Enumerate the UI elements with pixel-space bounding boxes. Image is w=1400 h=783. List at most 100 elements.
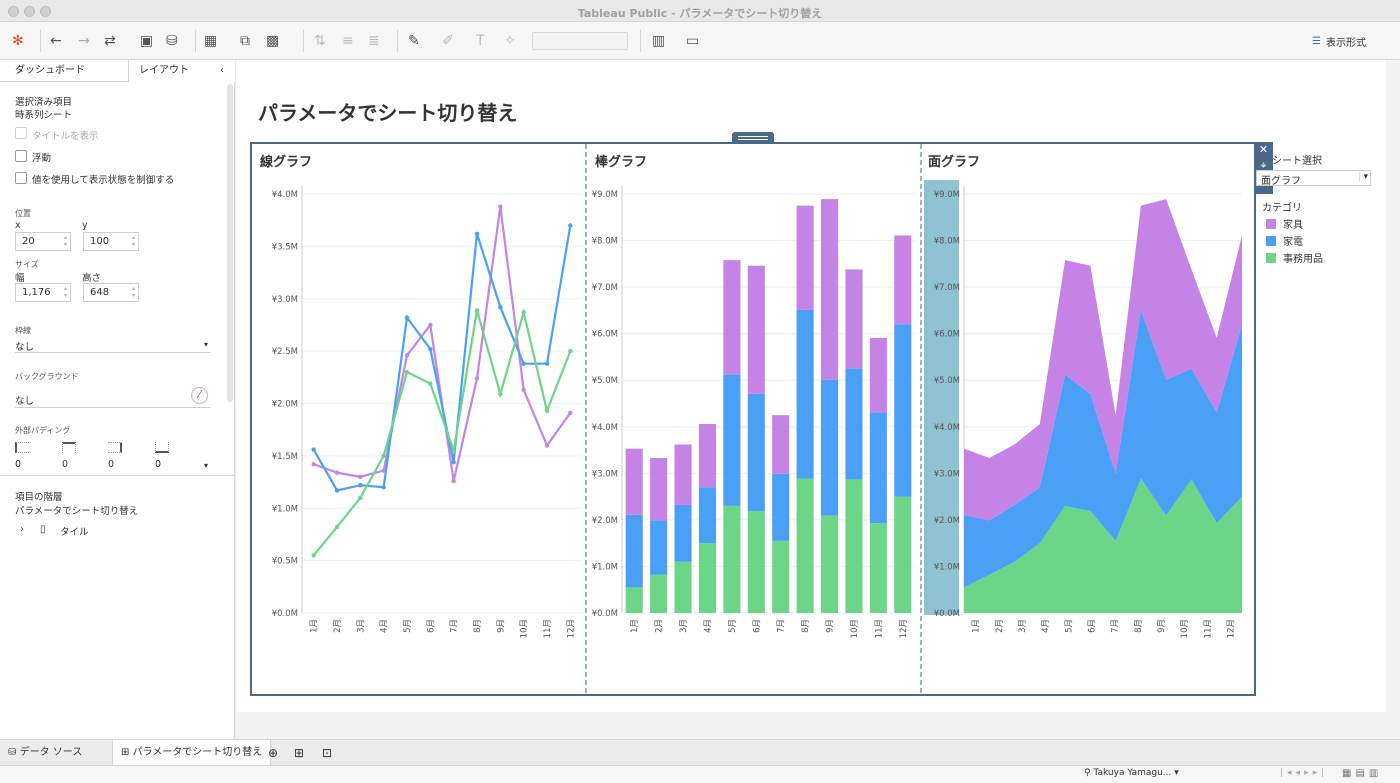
padding-bottom-value[interactable]: 0 — [155, 459, 162, 470]
axis-selection-highlight — [924, 180, 959, 615]
x-label: x — [15, 220, 21, 231]
height-label: 高さ — [82, 273, 102, 284]
x-tick-label: 12月 — [1226, 619, 1236, 638]
expand-chevron-icon[interactable]: › — [20, 524, 24, 535]
drag-handle[interactable] — [732, 132, 774, 142]
minimize-window-button[interactable] — [24, 6, 35, 17]
y-tick-label: ¥2.0M — [934, 516, 960, 526]
legend-item[interactable]: 家具 — [1266, 216, 1303, 231]
background-color-icon[interactable]: ⁄ — [191, 387, 208, 404]
pane-scrollbar[interactable] — [227, 84, 233, 402]
sort-descending-icon[interactable]: ≣ — [368, 33, 380, 49]
border-dropdown-icon[interactable]: ▾ — [204, 340, 209, 349]
control-visibility-checkbox[interactable] — [15, 172, 27, 184]
data-point — [544, 408, 550, 414]
new-worksheet-tab-icon[interactable]: ⊕ — [268, 746, 279, 760]
y-tick-label: ¥2.0M — [592, 516, 618, 526]
swap-rows-columns-icon[interactable]: ⇅ — [314, 33, 326, 49]
bar-segment — [723, 505, 741, 613]
floating-checkbox[interactable] — [15, 150, 27, 162]
bar-segment — [869, 523, 887, 613]
border-value[interactable]: なし — [15, 342, 35, 353]
zoom-window-button[interactable] — [40, 6, 51, 17]
y-input[interactable]: 100 — [83, 232, 139, 251]
legend-title: カテゴリ — [1262, 203, 1302, 214]
background-value[interactable]: なし — [15, 396, 35, 407]
save-icon[interactable]: ▣ — [140, 33, 154, 49]
data-point — [451, 459, 456, 465]
x-tick-label: 7月 — [777, 619, 787, 633]
labels-icon[interactable]: T — [476, 33, 485, 49]
tab-dashboard-sheet-label: パラメータでシート切り替え — [132, 747, 263, 758]
database-icon: ⛁ — [8, 747, 17, 758]
parameter-dropdown[interactable]: 面グラフ — [1256, 170, 1371, 187]
tab-data-source[interactable]: ⛁ データ ソース — [8, 740, 82, 766]
series-line — [312, 225, 572, 492]
data-point — [521, 387, 526, 393]
data-point — [334, 470, 340, 475]
selected-container[interactable] — [250, 142, 1256, 696]
legend-item[interactable]: 事務用品 — [1266, 250, 1323, 265]
padding-top-value[interactable]: 0 — [62, 459, 69, 470]
show-cards-icon[interactable]: ▥ — [652, 33, 666, 49]
swap-icon[interactable]: ⇄ — [104, 33, 116, 49]
bar-segment — [796, 205, 814, 310]
padding-dropdown-icon[interactable]: ▾ — [204, 461, 209, 470]
new-story-tab-icon[interactable]: ⊡ — [322, 746, 333, 760]
close-window-button[interactable] — [8, 6, 19, 17]
user-menu[interactable]: ⚲ Takuya Yamagu... ▾ — [1084, 768, 1179, 778]
highlight-icon[interactable]: ✎ — [408, 33, 420, 49]
bar-segment — [869, 412, 887, 524]
bar-segment — [772, 540, 790, 613]
group-icon[interactable]: ✐ — [442, 33, 454, 49]
data-point — [451, 448, 456, 453]
width-input[interactable]: 1,176 — [15, 283, 71, 302]
view-mode-icons[interactable]: ▦▤▥ — [1342, 768, 1383, 779]
pin-icon[interactable]: ⌖ — [1260, 159, 1267, 172]
bar-segment — [674, 444, 692, 505]
collapse-pane-icon[interactable]: ‹ — [220, 65, 224, 76]
chart-panel: 線グラフ ¥0.0M ¥0.5M ¥1.0M ¥1.5M ¥2.0M ¥2.5M ¥3.0M ¥… — [260, 154, 582, 638]
x-input[interactable]: 20 — [15, 232, 71, 251]
remove-icon[interactable]: ✕ — [1258, 143, 1269, 156]
height-input[interactable]: 648 — [83, 283, 139, 302]
add-datasource-icon[interactable]: ⛁ — [166, 33, 178, 49]
bar-segment — [723, 260, 741, 375]
y-tick-label: ¥5.0M — [934, 376, 960, 386]
legend-swatch — [1266, 252, 1276, 263]
data-point — [474, 231, 480, 237]
duplicate-sheet-icon[interactable]: ⧉ — [240, 33, 250, 49]
redo-icon[interactable]: → — [78, 33, 90, 49]
show-title-checkbox[interactable] — [15, 127, 27, 139]
hierarchy-root[interactable]: パラメータでシート切り替え — [15, 506, 139, 517]
sheet-tabs-bar: ⛁ データ ソース ⊞ パラメータでシート切り替え ⊕ ⊞ ⊡ — [0, 739, 1400, 766]
y-tick-label: ¥1.5M — [272, 452, 298, 462]
show-title-label: タイトルを表示 — [32, 131, 99, 142]
fit-dropdown[interactable] — [532, 32, 628, 50]
new-dashboard-tab-icon[interactable]: ⊞ — [294, 746, 305, 760]
clear-sheet-icon[interactable]: ▩ — [266, 33, 280, 49]
undo-icon[interactable]: ← — [50, 33, 62, 49]
tab-layout[interactable]: レイアウト — [128, 60, 235, 82]
sheet-navigation-icons[interactable]: |◂◂▸▸| — [1280, 768, 1329, 778]
hierarchy-child[interactable]: タイル — [60, 527, 89, 538]
presentation-mode-icon[interactable]: ▭ — [686, 33, 700, 49]
bar-segment — [869, 337, 887, 413]
show-me-button[interactable]: ☰ 表示形式 — [1312, 34, 1366, 49]
pin-icon[interactable]: ✧ — [504, 33, 516, 49]
padding-bottom-icon — [155, 442, 169, 453]
padding-right-value[interactable]: 0 — [108, 459, 115, 470]
sort-ascending-icon[interactable]: ≡ — [342, 33, 354, 49]
new-worksheet-icon[interactable]: ▦ — [204, 33, 218, 49]
bar-segment — [747, 393, 765, 512]
bar-segment — [650, 574, 668, 613]
tab-dashboard-sheet[interactable]: ⊞ パラメータでシート切り替え — [112, 740, 272, 766]
legend-item[interactable]: 家電 — [1266, 233, 1303, 248]
padding-left-value[interactable]: 0 — [15, 459, 22, 470]
tab-dashboard[interactable]: ダッシュボード — [15, 65, 85, 76]
y-tick-label: ¥8.0M — [592, 237, 618, 247]
tableau-logo-icon[interactable]: ✻ — [12, 33, 24, 49]
position-label: 位置 — [15, 209, 31, 218]
bar-segment — [894, 496, 912, 613]
parameter-value: 面グラフ — [1261, 176, 1301, 187]
